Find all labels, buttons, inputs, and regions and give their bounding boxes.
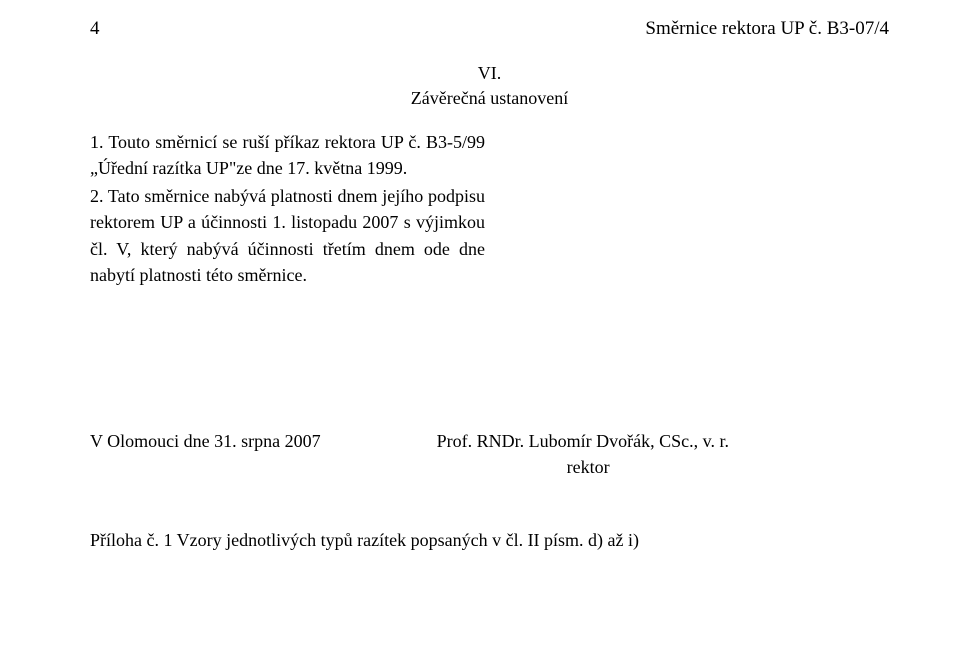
signature-name: Prof. RNDr. Lubomír Dvořák, CSc., v. r.	[437, 428, 729, 454]
signature-block: V Olomouci dne 31. srpna 2007 Prof. RNDr…	[90, 428, 889, 480]
doc-reference: Směrnice rektora UP č. B3-07/4	[645, 18, 889, 41]
paragraph-2: 2. Tato směrnice nabývá platnosti dnem j…	[90, 183, 485, 287]
header-row: 4 Směrnice rektora UP č. B3-07/4	[90, 18, 889, 41]
signature-right: Prof. RNDr. Lubomír Dvořák, CSc., v. r. …	[437, 428, 889, 480]
signature-role: rektor	[437, 454, 729, 480]
signature-place-date: V Olomouci dne 31. srpna 2007	[90, 428, 321, 480]
attachment-line: Příloha č. 1 Vzory jednotlivých typů raz…	[90, 530, 889, 551]
page-number: 4	[90, 18, 100, 41]
paragraph-1: 1. Touto směrnicí se ruší příkaz rektora…	[90, 129, 485, 181]
section-title: Závěrečná ustanovení	[90, 86, 889, 111]
document-page: 4 Směrnice rektora UP č. B3-07/4 VI. Záv…	[0, 0, 959, 551]
section-heading: VI. Závěrečná ustanovení	[90, 61, 889, 111]
body-text-block: 1. Touto směrnicí se ruší příkaz rektora…	[90, 129, 485, 288]
section-roman: VI.	[90, 61, 889, 86]
signature-row: V Olomouci dne 31. srpna 2007 Prof. RNDr…	[90, 428, 889, 480]
